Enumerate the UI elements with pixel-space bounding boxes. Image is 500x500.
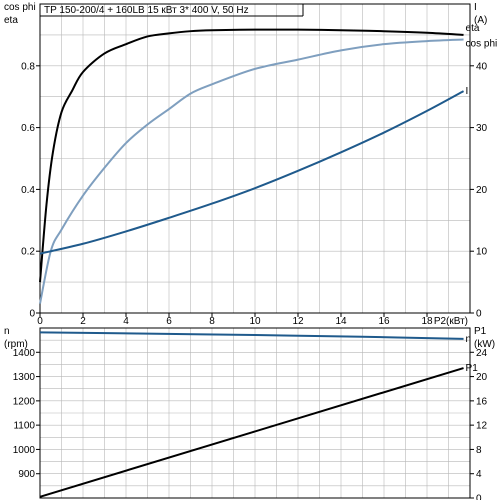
right-tick-label: 30: [476, 123, 488, 134]
right-tick-label: 20: [476, 185, 488, 196]
efficiency-panel: 0 0.2 0.4 0.6 0.8 0 10 20 30 40 cos phi eta I (A) 0 2 4 6…: [4, 2, 497, 327]
left-tick-label: 0.4: [21, 185, 35, 196]
series-label-eta: eta: [466, 23, 480, 34]
series-label-n: n: [466, 334, 472, 345]
chart-title: TP 150-200/4 + 160LB 15 кВт 3* 400 V, 50…: [44, 5, 249, 16]
right-tick-label: 20: [476, 372, 488, 383]
series-line-eta: [39, 28, 464, 283]
right-tick-label: 16: [476, 396, 488, 407]
right-tick-label: 0: [476, 309, 482, 320]
left-tick-label: 1100: [13, 421, 35, 432]
right-tick-label: 24: [476, 348, 488, 359]
right-axis-label: P1: [474, 326, 487, 337]
left-tick-label: 0: [29, 309, 35, 320]
right-axis-label: (A): [474, 15, 487, 26]
left-tick-label: 0.8: [21, 61, 35, 72]
right-tick-label: 40: [476, 61, 488, 72]
series-line-i: [39, 90, 465, 255]
x-tick-label: 0: [37, 316, 43, 327]
series-line-cos-phi: [39, 38, 464, 304]
left-tick-label: 1200: [13, 396, 36, 407]
left-tick-label: 900: [18, 469, 35, 480]
left-tick-label: 1000: [13, 445, 36, 456]
right-axis-label: (kW): [474, 339, 495, 350]
x-tick-label: 14: [335, 316, 347, 327]
x-axis-label: P2(кВт): [434, 316, 468, 327]
left-tick-label: 0.2: [21, 247, 35, 258]
speed-power-panel: 900 1000 1100 1200 1300 1400 0 4 8 12 16 20 24 n (rpm)…: [4, 326, 495, 500]
right-tick-label: 8: [476, 445, 482, 456]
x-tick-label: 2: [80, 316, 86, 327]
series-label-p1: P1: [466, 363, 479, 374]
x-tick-label: 4: [123, 316, 129, 327]
x-tick-label: 12: [292, 316, 304, 327]
series-line-n: [39, 331, 464, 340]
left-tick-label: 0.6: [21, 123, 35, 134]
series-line-p1: [39, 367, 464, 498]
right-axis-label: I: [474, 2, 477, 13]
x-tick-label: 10: [249, 316, 261, 327]
left-axis-label: cos phi: [4, 2, 36, 13]
x-tick-label: 6: [166, 316, 172, 327]
left-axis-label: eta: [4, 15, 18, 26]
x-tick-label: 8: [209, 316, 215, 327]
left-tick-label: 1300: [13, 372, 36, 383]
left-axis-label: n: [4, 326, 10, 337]
left-tick-label: 1400: [13, 348, 36, 359]
x-tick-label: 18: [421, 316, 433, 327]
right-tick-label: 0: [476, 494, 482, 500]
plot-frame: [39, 327, 471, 499]
left-axis-label: (rpm): [4, 339, 28, 350]
right-tick-label: 12: [476, 421, 488, 432]
series-label-i: I: [466, 86, 469, 97]
right-tick-label: 10: [476, 247, 488, 258]
series-label-cos-phi: cos phi: [466, 39, 498, 50]
x-tick-label: 16: [378, 316, 390, 327]
right-tick-label: 4: [476, 469, 482, 480]
